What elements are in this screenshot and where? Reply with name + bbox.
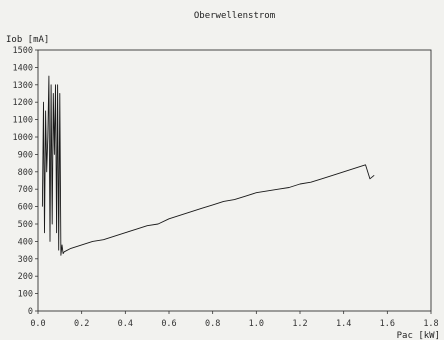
y-tick-label-800: 800 <box>18 168 33 178</box>
x-tick-label-1.8: 1.8 <box>423 319 438 329</box>
x-tick-label-0.6: 0.6 <box>161 319 176 329</box>
y-axis-label: Iob [mA] <box>6 35 49 45</box>
x-tick-label-1.2: 1.2 <box>292 319 307 329</box>
y-tick-label-1300: 1300 <box>13 81 33 91</box>
y-tick-label-0: 0 <box>28 307 33 317</box>
x-tick-label-0.4: 0.4 <box>118 319 133 329</box>
y-tick-label-200: 200 <box>18 272 33 282</box>
y-tick-label-400: 400 <box>18 237 33 247</box>
x-tick-label-0.8: 0.8 <box>205 319 220 329</box>
series-line-0 <box>41 75 375 256</box>
x-tick-label-1.0: 1.0 <box>249 319 264 329</box>
y-tick-label-1500: 1500 <box>13 46 33 56</box>
y-tick-label-300: 300 <box>18 255 33 265</box>
chart-title: Oberwellenstrom <box>194 11 275 21</box>
x-axis-label: Pac [kW] <box>397 331 440 340</box>
y-tick-label-900: 900 <box>18 150 33 160</box>
y-tick-label-1200: 1200 <box>13 98 33 108</box>
x-tick-label-0.2: 0.2 <box>74 319 89 329</box>
x-tick-label-1.6: 1.6 <box>380 319 395 329</box>
x-tick-label-0.0: 0.0 <box>30 319 45 329</box>
y-tick-label-1400: 1400 <box>13 63 33 73</box>
y-tick-label-100: 100 <box>18 290 33 300</box>
y-tick-label-600: 600 <box>18 203 33 213</box>
y-tick-label-500: 500 <box>18 220 33 230</box>
y-tick-label-1100: 1100 <box>13 116 33 126</box>
x-tick-label-1.4: 1.4 <box>336 319 351 329</box>
plot-frame <box>37 49 432 312</box>
y-tick-label-700: 700 <box>18 185 33 195</box>
y-tick-label-1000: 1000 <box>13 133 33 143</box>
